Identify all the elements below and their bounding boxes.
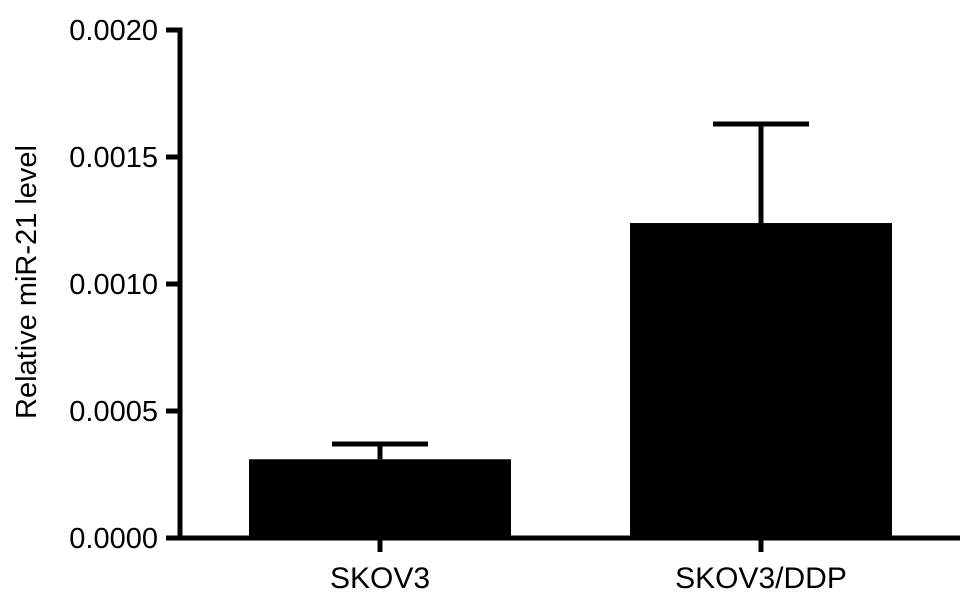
- y-axis-title: Relative miR-21 level: [11, 145, 43, 419]
- y-tick-label: 0.0015: [69, 142, 158, 174]
- x-axis: SKOV3 SKOV3/DDP: [177, 535, 960, 595]
- bar: [249, 459, 511, 538]
- error-bars: [332, 121, 809, 460]
- y-tick-label: 0.0010: [69, 269, 158, 301]
- y-tick-label: 0.0000: [69, 523, 158, 555]
- x-tick-label: SKOV3: [330, 562, 430, 595]
- y-tick-label: 0.0020: [69, 15, 158, 47]
- bar: [630, 223, 892, 539]
- bars: [249, 223, 892, 539]
- x-tick-label: SKOV3/DDP: [675, 562, 847, 595]
- y-axis: 0.0000 0.0005 0.0010 0.0015 0.0020: [69, 15, 183, 555]
- y-tick-label: 0.0005: [69, 396, 158, 428]
